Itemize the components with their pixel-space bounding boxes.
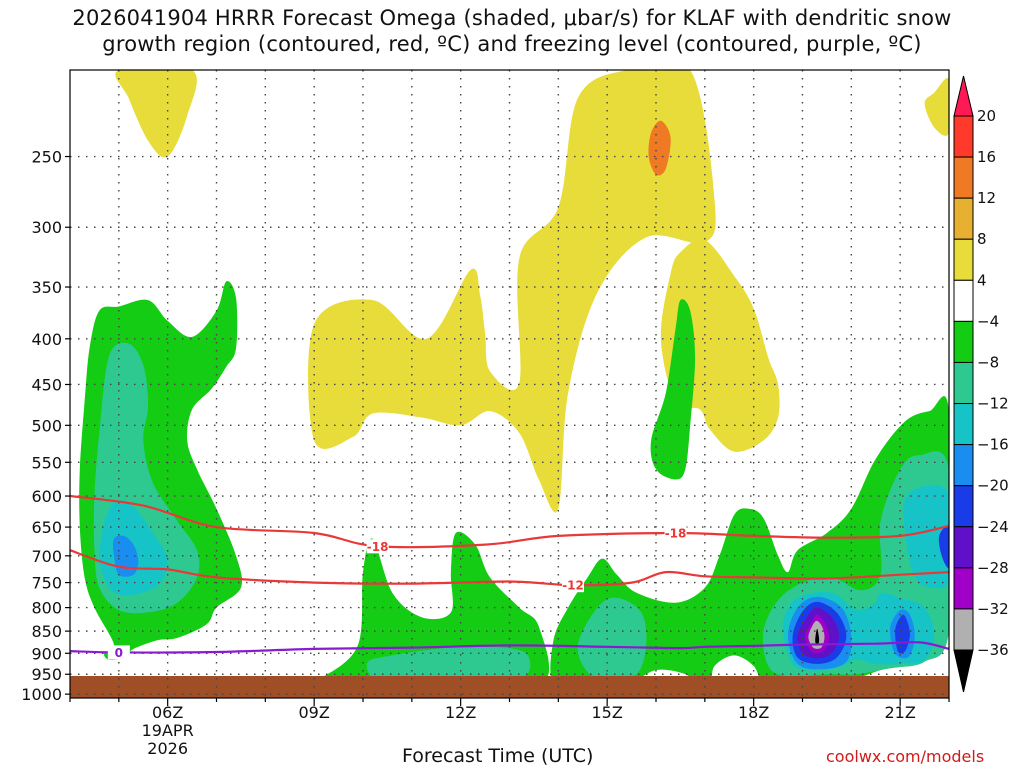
y-tick-label-900: 900 (31, 644, 62, 663)
omega-region-4 (648, 120, 671, 176)
colorbar-label-7: −12 (977, 395, 1009, 413)
y-tick-label-300: 300 (31, 218, 62, 237)
contour-label-0-0: -18 (367, 540, 389, 554)
x-tick-label-18Z: 18Z (738, 703, 769, 722)
contour-label-bg-0-0 (366, 539, 389, 554)
colorbar-label-11: −28 (977, 559, 1009, 577)
colorbar-top-arrow (953, 75, 974, 117)
colorbar-label-12: −32 (977, 600, 1009, 618)
x-tick-label-09Z: 09Z (299, 703, 330, 722)
x-axis-label: Forecast Time (UTC) (402, 745, 594, 767)
x-tick-label-15Z: 15Z (592, 703, 623, 722)
colorbar-segment-1 (953, 156, 974, 199)
colorbar-segment-10 (953, 526, 974, 569)
contour-label-1-0: -12 (562, 579, 584, 593)
omega-region-2 (308, 70, 716, 513)
chart-title-line-1: 2026041904 HRRR Forecast Omega (shaded, … (72, 6, 952, 30)
y-tick-label-1000: 1000 (21, 685, 62, 704)
colorbar-segment-0 (953, 115, 974, 158)
x-tick-label-12Z: 12Z (445, 703, 476, 722)
contour-label-bg-1-0 (561, 578, 584, 593)
contour-label-bg-2-0 (107, 645, 130, 660)
omega-region-12 (650, 299, 696, 480)
contour-label-2-0: 0 (115, 646, 123, 660)
y-tick-label-250: 250 (31, 148, 62, 167)
colorbar-label-10: −24 (977, 518, 1009, 536)
omega-region-22 (815, 628, 820, 646)
colorbar-label-1: 16 (977, 148, 996, 166)
colorbar-segment-6 (953, 361, 974, 405)
colorbar-segment-3 (953, 238, 974, 281)
colorbar-segment-5 (953, 320, 974, 363)
y-tick-label-650: 650 (31, 518, 62, 537)
omega-region-0 (115, 70, 197, 158)
colorbar-segment-11 (953, 567, 974, 610)
colorbar-segment-7 (953, 403, 974, 446)
colorbar-segment-2 (953, 197, 974, 240)
y-tick-label-800: 800 (31, 599, 62, 618)
colorbar-label-13: −36 (977, 641, 1009, 659)
y-tick-label-550: 550 (31, 453, 62, 472)
y-tick-label-850: 850 (31, 622, 62, 641)
colorbar-label-0: 20 (977, 107, 996, 125)
chart-title-line-2: growth region (contoured, red, ºC) and f… (102, 32, 922, 56)
colorbar-label-4: 4 (977, 271, 987, 289)
colorbar-segment-4 (953, 279, 974, 322)
omega-region-13 (577, 597, 647, 679)
omega-region-25 (938, 525, 949, 568)
colorbar-bottom-arrow (953, 649, 974, 693)
colorbar-label-5: −4 (977, 312, 999, 330)
y-tick-label-450: 450 (31, 375, 62, 394)
colorbar-label-8: −16 (977, 436, 1009, 454)
omega-region-15 (903, 485, 949, 589)
omega-region-24 (895, 614, 910, 654)
credit-text: coolwx.com/models (826, 747, 985, 766)
x-tick-label-21Z: 21Z (885, 703, 916, 722)
y-tick-label-500: 500 (31, 416, 62, 435)
colorbar-segment-9 (953, 485, 974, 528)
omega-region-1 (924, 78, 949, 136)
x-tick-year-06Z: 2026 (147, 739, 188, 758)
y-tick-label-950: 950 (31, 665, 62, 684)
x-tick-date-06Z: 19APR (142, 721, 194, 740)
colorbar-label-9: −20 (977, 477, 1009, 495)
colorbar-label-2: 12 (977, 189, 996, 207)
contour-label-bg-0-1 (664, 526, 687, 541)
colorbar-segment-12 (953, 608, 974, 651)
contour-line-0 (70, 494, 949, 549)
contour-line-2 (70, 641, 949, 654)
colorbar-segment-8 (953, 444, 974, 487)
y-tick-label-700: 700 (31, 547, 62, 566)
colorbar-label-3: 8 (977, 230, 987, 248)
y-tick-label-400: 400 (31, 330, 62, 349)
colorbar-label-6: −8 (977, 353, 999, 371)
x-tick-label-06Z: 06Z (152, 703, 183, 722)
y-tick-label-600: 600 (31, 487, 62, 506)
omega-region-10 (366, 646, 531, 686)
y-tick-label-350: 350 (31, 278, 62, 297)
y-tick-label-750: 750 (31, 574, 62, 593)
contour-label-0-1: -18 (665, 527, 687, 541)
